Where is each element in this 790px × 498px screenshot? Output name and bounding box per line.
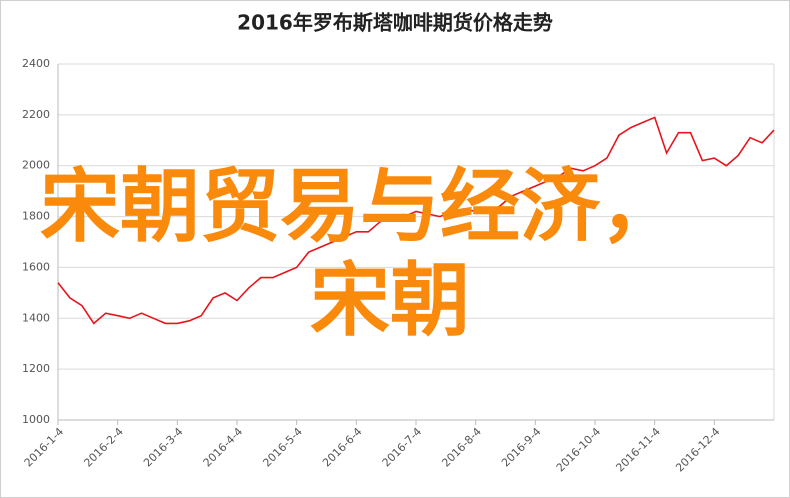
overlay-text: 宋朝贸易与经济， (40, 160, 680, 253)
overlay-text: 宋朝 (310, 254, 470, 347)
y-tick-label: 2200 (22, 108, 50, 121)
y-tick-label: 1600 (22, 260, 50, 273)
y-tick-label: 2400 (22, 57, 50, 70)
data-line (57, 116, 775, 325)
y-tick-label: 2000 (22, 159, 50, 172)
chart-title: 2016年罗布斯塔咖啡期货价格走势 (237, 11, 553, 35)
y-tick-label: 1400 (22, 311, 50, 324)
y-tick-label: 1800 (22, 210, 50, 223)
y-tick-label: 1200 (22, 362, 50, 375)
y-tick-label: 1000 (22, 413, 50, 426)
